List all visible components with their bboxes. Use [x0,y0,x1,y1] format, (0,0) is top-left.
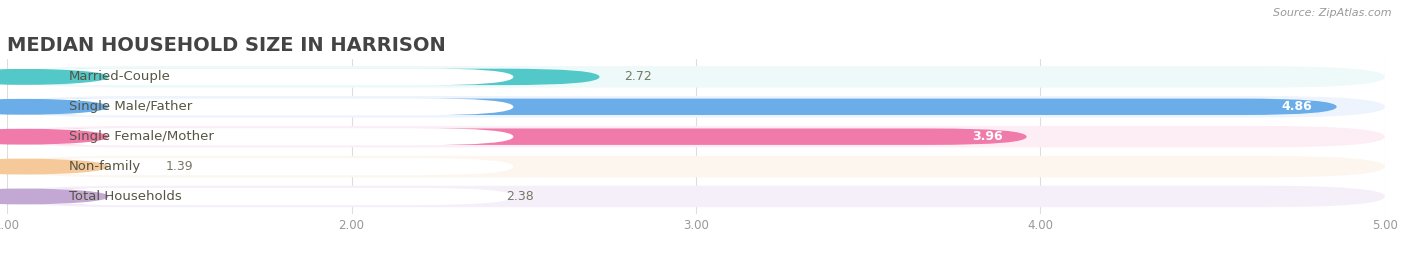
Text: Non-family: Non-family [69,160,141,173]
FancyBboxPatch shape [7,158,142,175]
FancyBboxPatch shape [7,156,1385,177]
FancyBboxPatch shape [7,66,1385,88]
Text: 2.38: 2.38 [506,190,534,203]
FancyBboxPatch shape [7,186,1385,207]
FancyBboxPatch shape [7,99,1337,115]
Text: 3.96: 3.96 [972,130,1002,143]
Circle shape [0,189,108,204]
Circle shape [0,129,108,144]
Text: 4.86: 4.86 [1282,100,1313,113]
FancyBboxPatch shape [14,188,513,205]
Text: 2.72: 2.72 [624,70,651,83]
Text: Single Male/Father: Single Male/Father [69,100,193,113]
FancyBboxPatch shape [14,98,513,116]
Text: Source: ZipAtlas.com: Source: ZipAtlas.com [1274,8,1392,18]
FancyBboxPatch shape [14,68,513,85]
FancyBboxPatch shape [7,128,1026,145]
FancyBboxPatch shape [14,158,513,175]
Text: MEDIAN HOUSEHOLD SIZE IN HARRISON: MEDIAN HOUSEHOLD SIZE IN HARRISON [7,36,446,55]
FancyBboxPatch shape [7,69,599,85]
Circle shape [0,159,108,174]
FancyBboxPatch shape [14,128,513,145]
Circle shape [0,70,108,84]
Text: Single Female/Mother: Single Female/Mother [69,130,214,143]
FancyBboxPatch shape [7,188,482,205]
Text: 1.39: 1.39 [166,160,193,173]
FancyBboxPatch shape [7,96,1385,118]
Text: Total Households: Total Households [69,190,181,203]
Circle shape [0,99,108,114]
FancyBboxPatch shape [7,126,1385,147]
Text: Married-Couple: Married-Couple [69,70,172,83]
